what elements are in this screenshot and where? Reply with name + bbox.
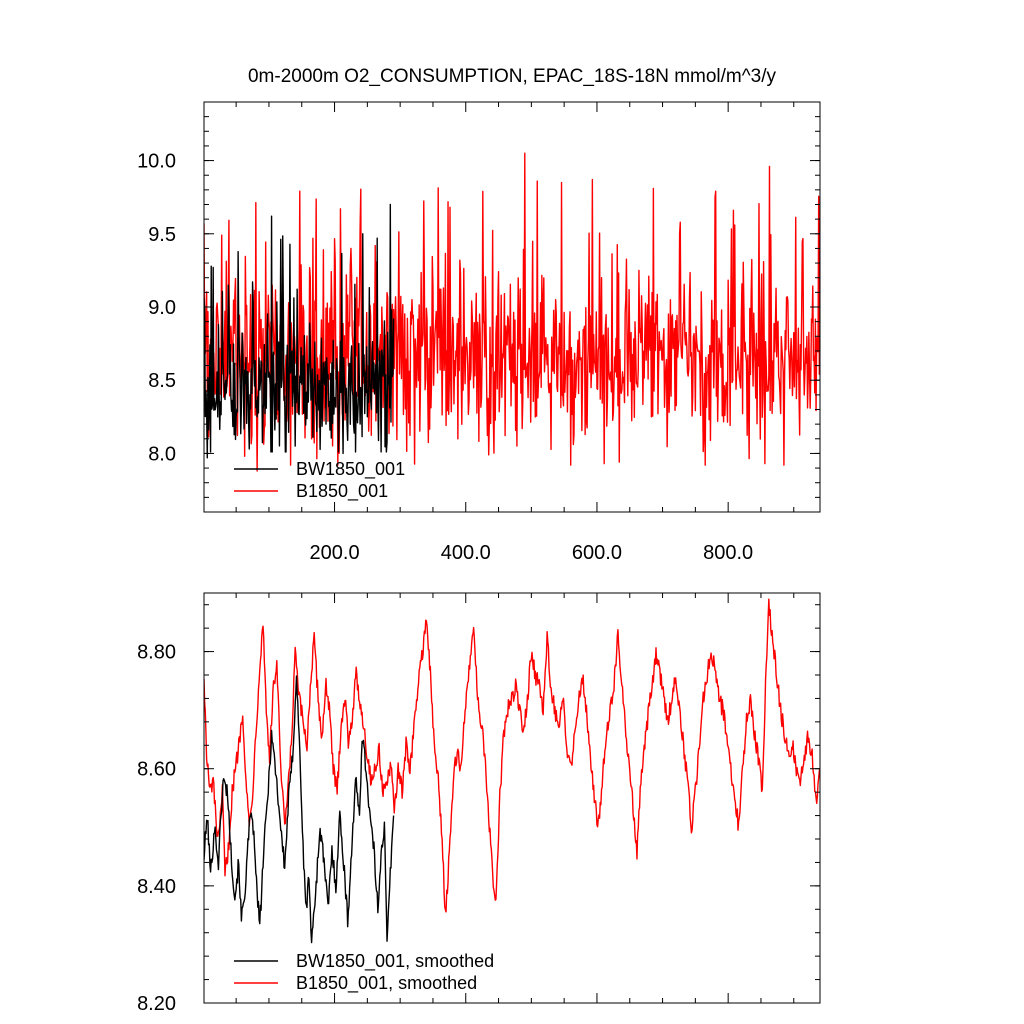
bottom-panel: 8.20 8.40 8.60 8.80 BW1850_001, smoothed B1… <box>137 592 821 1015</box>
y-tick-label: 8.40 <box>137 876 176 898</box>
bottom-legend: BW1850_001, smoothed B1850_001, smoothed <box>234 951 494 994</box>
y-tick-label: 8.80 <box>137 642 176 664</box>
x-tick-label: 600.0 <box>572 542 622 564</box>
legend-label-bw1850: BW1850_001 <box>296 459 405 480</box>
x-tick-label: 200.0 <box>310 542 360 564</box>
y-tick-label: 8.0 <box>148 443 176 465</box>
top-legend: BW1850_001 B1850_001 <box>234 459 405 502</box>
y-tick-label: 9.5 <box>148 224 176 246</box>
series-line-bw1850-smoothed <box>204 675 395 944</box>
top-series-layer <box>204 152 820 472</box>
bottom-series-layer <box>204 598 820 944</box>
legend-label-b1850-smoothed: B1850_001, smoothed <box>296 973 477 994</box>
y-tick-label: 9.0 <box>148 297 176 319</box>
top-axes-layer: 8.0 8.5 9.0 9.5 10.0 200.0 400.0 600.0 800.0 <box>137 101 821 564</box>
top-panel: 0m-2000m O2_CONSUMPTION, EPAC_18S-18N mm… <box>137 66 821 564</box>
y-tick-label: 10.0 <box>137 151 176 173</box>
x-tick-label: 800.0 <box>703 542 753 564</box>
x-tick-label: 400.0 <box>441 542 491 564</box>
bottom-plot-frame <box>203 592 821 1004</box>
y-tick-label: 8.60 <box>137 759 176 781</box>
series-line-bw1850 <box>204 203 395 459</box>
chart-title: 0m-2000m O2_CONSUMPTION, EPAC_18S-18N mm… <box>248 66 777 87</box>
series-line-b1850-smoothed <box>204 598 820 913</box>
y-tick-label: 8.20 <box>137 993 176 1015</box>
bottom-plot-area <box>204 598 820 944</box>
y-tick-label: 8.5 <box>148 370 176 392</box>
legend-label-bw1850-smoothed: BW1850_001, smoothed <box>296 951 494 972</box>
top-plot-area <box>204 152 820 472</box>
legend-label-b1850: B1850_001 <box>296 481 388 502</box>
series-line-b1850 <box>204 152 820 472</box>
bottom-axes-layer: 8.20 8.40 8.60 8.80 <box>137 592 821 1015</box>
